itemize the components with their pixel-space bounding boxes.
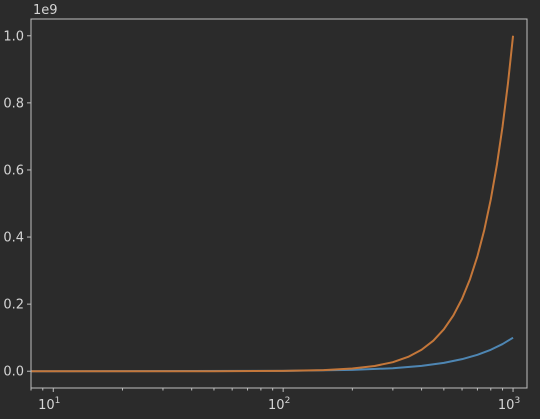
x-tick-label: 101: [38, 396, 60, 413]
series-group: [31, 35, 515, 373]
y-tick-label: 0.2: [3, 298, 24, 313]
y-axis-ticks: 0.0 0.2 0.4 0.6 0.8 1.0: [3, 29, 31, 380]
x-tick-label: 103: [498, 396, 520, 413]
series-line-2: [31, 35, 515, 373]
y-tick-label: 0.6: [3, 163, 24, 178]
x-axis-ticks: 101 102 103: [38, 388, 520, 413]
axes-frame: [30, 18, 528, 389]
y-tick-label: 0.0: [3, 365, 24, 380]
x-tick-label: 102: [268, 396, 290, 413]
y-tick-label: 0.8: [3, 96, 24, 111]
y-tick-label: 1.0: [3, 29, 24, 44]
y-offset-label: 1e9: [33, 3, 58, 18]
y-tick-label: 0.4: [3, 231, 24, 246]
plot-area: [31, 19, 527, 388]
